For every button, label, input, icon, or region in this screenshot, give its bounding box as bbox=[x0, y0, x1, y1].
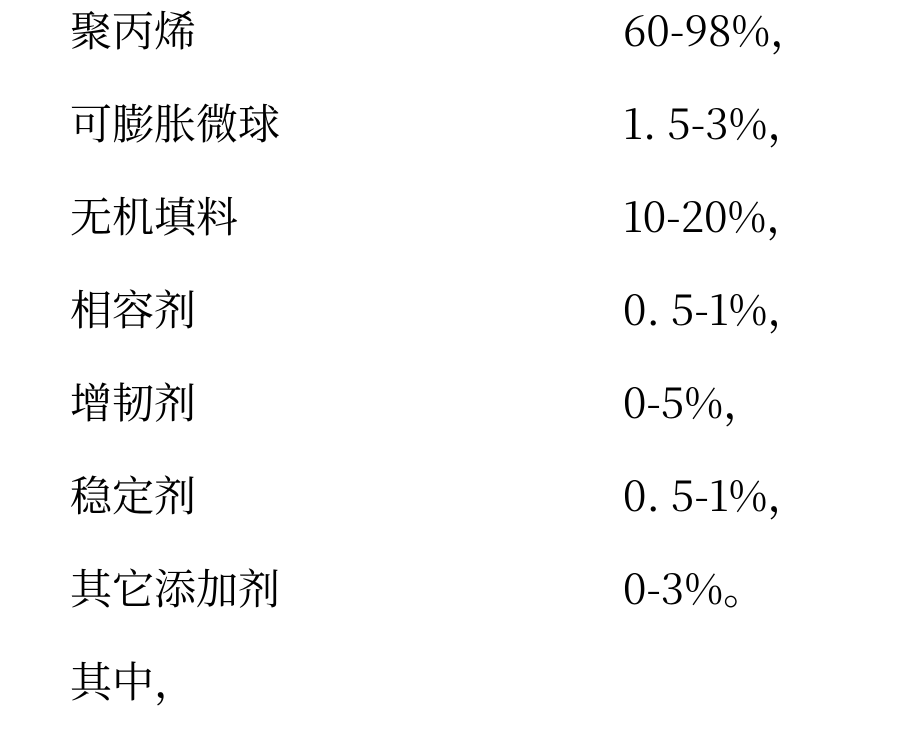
ingredient-value: 0. 5-1%， bbox=[623, 287, 809, 329]
ingredient-label: 其它添加剂 bbox=[70, 566, 280, 608]
ingredient-label: 增韧剂 bbox=[70, 380, 196, 422]
ingredient-value: 0-5%， bbox=[623, 380, 765, 422]
table-row: 无机填料 10-20%， bbox=[70, 194, 919, 287]
footer-text: 其中， bbox=[70, 659, 196, 701]
ingredient-value: 0-3%。 bbox=[623, 566, 765, 608]
ingredient-label: 可膨胀微球 bbox=[70, 101, 280, 143]
table-row: 其它添加剂 0-3%。 bbox=[70, 566, 919, 659]
ingredient-value: 10-20%， bbox=[623, 194, 808, 236]
ingredient-value: 0. 5-1%， bbox=[623, 473, 809, 515]
ingredient-label: 相容剂 bbox=[70, 287, 196, 329]
footer-row: 其中， bbox=[70, 659, 919, 752]
ingredient-label: 聚丙烯 bbox=[70, 8, 196, 50]
table-row: 聚丙烯 60-98%， bbox=[70, 8, 919, 101]
ingredient-value: 60-98%， bbox=[623, 8, 812, 50]
ingredient-label: 无机填料 bbox=[70, 194, 238, 236]
table-row: 可膨胀微球 1. 5-3%， bbox=[70, 101, 919, 194]
ingredient-label: 稳定剂 bbox=[70, 473, 196, 515]
table-row: 增韧剂 0-5%， bbox=[70, 380, 919, 473]
ingredient-value: 1. 5-3%， bbox=[623, 101, 809, 143]
table-row: 相容剂 0. 5-1%， bbox=[70, 287, 919, 380]
table-row: 稳定剂 0. 5-1%， bbox=[70, 473, 919, 566]
composition-list: 聚丙烯 60-98%， 可膨胀微球 1. 5-3%， 无机填料 10-20%， … bbox=[0, 0, 919, 752]
